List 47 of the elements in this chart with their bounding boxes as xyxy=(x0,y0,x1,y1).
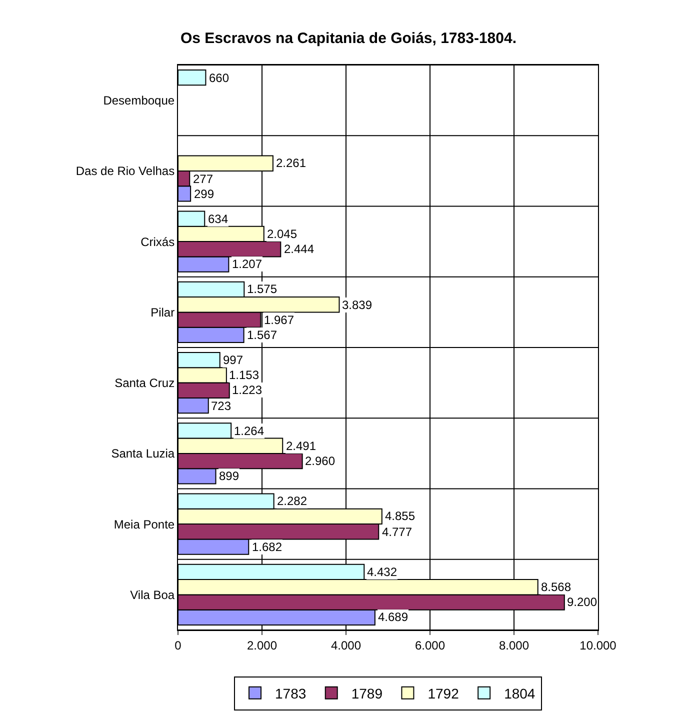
y-tick-label: Crixás xyxy=(140,234,175,249)
legend-label: 1804 xyxy=(504,685,536,702)
y-tick-label: Santa Cruz xyxy=(114,376,175,390)
data-label: 2.282 xyxy=(277,494,308,508)
x-tick-label: 6.000 xyxy=(414,638,446,652)
data-label: 2.960 xyxy=(305,454,336,468)
data-label: 1.207 xyxy=(232,257,262,271)
data-label: 723 xyxy=(211,399,232,413)
data-label: 2.261 xyxy=(276,156,306,170)
data-label: 4.777 xyxy=(382,525,412,539)
data-label: 660 xyxy=(209,71,230,85)
y-tick-label: Santa Luzia xyxy=(111,446,175,461)
data-label: 1.682 xyxy=(252,540,282,554)
y-tick-label: Meia Ponte xyxy=(114,517,175,532)
data-label: 4.689 xyxy=(378,610,408,624)
data-label: 2.491 xyxy=(286,439,316,453)
y-tick-label: Das de Rio Velhas xyxy=(76,164,175,178)
x-tick-label: 0 xyxy=(174,638,182,652)
data-label: 2.045 xyxy=(267,227,298,241)
data-label: 4.432 xyxy=(367,565,398,579)
data-label: 1.967 xyxy=(264,313,294,327)
data-label: 299 xyxy=(194,187,214,201)
data-label: 1.567 xyxy=(247,328,278,342)
x-tick-label: 8.000 xyxy=(498,638,530,652)
data-label: 9.200 xyxy=(567,595,598,609)
data-label: 277 xyxy=(193,172,214,186)
data-label: 3.839 xyxy=(342,298,372,312)
x-tick-label: 4.000 xyxy=(330,638,362,652)
legend-label: 1789 xyxy=(351,685,383,702)
data-label: 2.444 xyxy=(284,242,314,256)
data-label: 634 xyxy=(208,212,228,226)
legend-label: 1783 xyxy=(275,685,306,702)
data-label: 4.855 xyxy=(385,509,416,523)
y-tick-label: Desemboque xyxy=(103,94,175,108)
data-label: 997 xyxy=(223,353,244,367)
chart-title: Os Escravos na Capitania de Goiás, 1783-1804. xyxy=(180,30,517,47)
data-label: 1.223 xyxy=(232,383,262,397)
y-tick-label: Vila Boa xyxy=(130,588,175,602)
x-tick-label: 10.000 xyxy=(580,638,617,652)
y-tick-label: Pilar xyxy=(150,305,175,320)
data-label: 899 xyxy=(219,469,240,483)
data-label: 8.568 xyxy=(541,580,572,594)
legend-label: 1792 xyxy=(428,685,460,702)
data-label: 1.153 xyxy=(229,368,260,382)
x-tick-label: 2.000 xyxy=(246,638,278,652)
data-label: 1.575 xyxy=(247,282,278,296)
data-label: 1.264 xyxy=(234,424,264,438)
